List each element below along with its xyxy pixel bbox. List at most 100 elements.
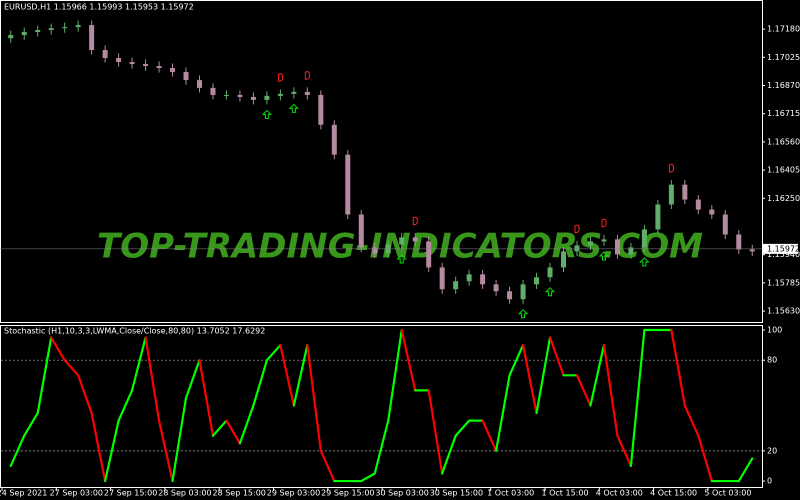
stochastic-segment (104, 419, 120, 483)
y-tick-label: 1.15940 (767, 250, 800, 259)
stochastic-segment (279, 343, 295, 407)
stochastic-segment (373, 419, 390, 475)
candle-body (75, 25, 81, 28)
stochastic-segment (198, 359, 215, 437)
candle-body (480, 274, 486, 285)
stochastic-segment (144, 336, 161, 422)
stochastic-segment (387, 328, 403, 422)
y-tick-label: 1.15785 (767, 278, 800, 287)
candle-body (223, 94, 229, 96)
candle-body (641, 229, 647, 248)
candle-body (89, 25, 95, 51)
sell-signal (304, 71, 311, 80)
candle-body (304, 91, 310, 95)
oscillator-title: Stochastic (H1,10,3,3,LWMA,Close/Close,8… (4, 327, 265, 336)
sell-signal (412, 216, 418, 226)
x-tick-label: 27 Sep 15:00 (104, 489, 157, 498)
candle-body (35, 30, 41, 33)
buy-signal (598, 251, 610, 261)
candle-body (237, 94, 243, 97)
buy-signal (544, 287, 556, 297)
candle-body (668, 184, 674, 205)
stochastic-segment (521, 343, 538, 415)
x-tick-label: 29 Sep 03:00 (267, 489, 320, 498)
stochastic-segment (36, 336, 53, 415)
candle-body (507, 291, 513, 300)
stochastic-segment (360, 472, 376, 483)
buy-signal (288, 103, 300, 113)
stochastic-segment (50, 336, 66, 362)
sell-signal (574, 224, 580, 234)
candle-body (358, 214, 364, 248)
buy-signal (261, 109, 273, 119)
stochastic-segment (616, 434, 633, 468)
x-tick-label: 27 Sep 03:00 (50, 489, 103, 498)
y-tick-label: 80 (767, 356, 777, 365)
x-tick-label: 5 Oct 03:00 (704, 489, 751, 498)
candle-body (749, 249, 755, 252)
candle-body (62, 27, 68, 29)
candle-body (183, 72, 189, 81)
stochastic-segment (319, 449, 336, 483)
y-tick-label: 1.16560 (767, 137, 800, 146)
stochastic-segment (306, 343, 322, 452)
candle-body (196, 80, 202, 88)
y-tick-label: 1.15630 (767, 307, 800, 316)
stochastic-segment (157, 419, 174, 483)
candle-body (102, 50, 108, 59)
candle-body (574, 245, 580, 252)
y-tick-label: 1.16250 (767, 194, 800, 203)
stochastic-segment (252, 359, 269, 407)
candle-body (170, 68, 176, 73)
stochastic-segment (602, 343, 619, 437)
candle-body (587, 241, 593, 246)
candle-body (547, 267, 553, 278)
candle-body (520, 284, 526, 300)
stochastic-segment (211, 419, 228, 437)
stochastic-segment (683, 404, 700, 437)
stochastic-segment (90, 411, 107, 483)
buy-signal (517, 309, 529, 319)
sell-signal (668, 163, 675, 173)
candle-body (331, 124, 337, 155)
oscillator-frame (0, 325, 763, 488)
candle-body (695, 199, 701, 210)
stochastic-segment (697, 434, 713, 483)
y-tick-label: 0 (767, 477, 772, 486)
candle-body (21, 32, 27, 36)
candle-body (277, 93, 283, 96)
candle-body (291, 91, 297, 94)
stochastic-segment (441, 434, 457, 475)
y-tick-label: 1.16715 (767, 109, 800, 118)
current-price-label: 1.15972 (767, 244, 800, 253)
stochastic-segment (454, 419, 471, 437)
y-tick-label: 20 (767, 446, 777, 455)
y-tick-label: 100 (767, 325, 782, 334)
sell-signal (601, 218, 607, 228)
stochastic-segment (184, 359, 201, 400)
stochastic-segment (589, 343, 606, 407)
buy-signal (396, 254, 407, 264)
x-tick-label: 28 Sep 03:00 (158, 489, 211, 498)
candle-body (156, 66, 162, 69)
x-tick-label: 4 Oct 03:00 (596, 489, 643, 498)
x-tick-label: 30 Sep 15:00 (430, 489, 483, 498)
candle-body (250, 96, 256, 100)
stochastic-segment (117, 389, 134, 422)
x-tick-label: 29 Sep 15:00 (321, 489, 374, 498)
stochastic-segment (265, 343, 282, 362)
current-price-box (763, 243, 798, 254)
candle-body (412, 237, 418, 242)
stochastic-segment (130, 336, 147, 392)
candle-body (601, 239, 607, 242)
stochastic-segment (508, 343, 525, 377)
x-tick-label: 24 Sep 2021 (0, 489, 47, 498)
candle-body (264, 95, 270, 100)
candle-body (143, 64, 149, 67)
stochastic-segment (9, 434, 26, 468)
y-tick-label: 1.17025 (767, 53, 800, 62)
candle-body (561, 251, 567, 268)
stochastic-segment (481, 419, 498, 452)
candle-body (453, 281, 459, 290)
